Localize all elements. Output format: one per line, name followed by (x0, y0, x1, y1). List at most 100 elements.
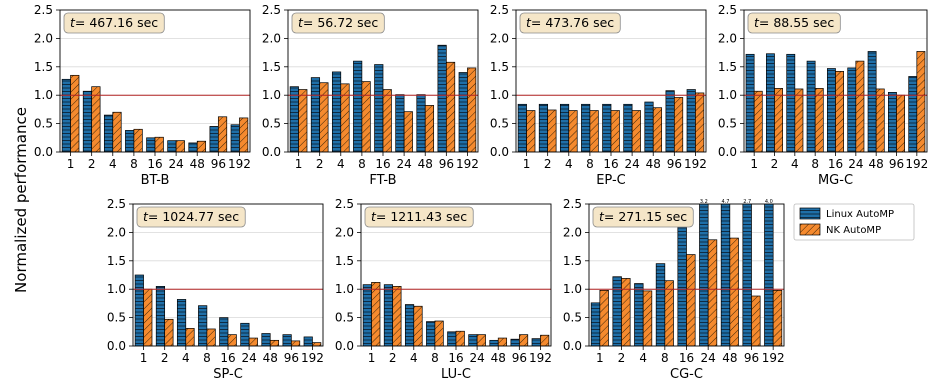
x-tick-label: 1 (750, 157, 758, 171)
y-tick-label: 0.5 (718, 117, 737, 131)
bar-nk-1 (70, 74, 80, 152)
x-tick-label: 192 (456, 157, 479, 171)
plot-frame (588, 203, 785, 347)
bar-nk-4 (642, 290, 653, 346)
bar-nk-8 (664, 280, 674, 346)
bar-linux-96 (437, 44, 447, 152)
y-tick-label: 2.5 (107, 197, 126, 211)
x-tick-label: 96 (667, 157, 682, 171)
x-tick-label: 24 (848, 157, 863, 171)
x-tick-label: 8 (661, 351, 669, 365)
subplot-label: SP-C (213, 367, 243, 382)
subplot-label: MG-C (818, 173, 853, 188)
x-tick-label: 8 (586, 157, 594, 171)
legend-label-nk: NK AutoMP (826, 225, 881, 236)
time-value: = 1024.77 sec (148, 209, 239, 224)
bars (134, 274, 322, 346)
x-tick-label: 96 (889, 157, 904, 171)
bar-linux-2 (766, 53, 775, 152)
x-tick-label: 192 (684, 157, 707, 171)
x-tick-label: 48 (869, 157, 884, 171)
x-tick-label: 2 (544, 157, 552, 171)
bar-linux-96 (510, 338, 520, 346)
x-tick-label: 4 (410, 351, 418, 365)
x-tick-label: 192 (529, 351, 552, 365)
bar-nk-8 (206, 328, 216, 346)
time-annotation-text: t= 467.16 sec (70, 15, 158, 30)
subplot-label: CG-C (670, 367, 703, 382)
bar-nk-8 (434, 320, 444, 346)
y-tick-label: 2.5 (34, 3, 53, 17)
subplot-cg-c: 0.00.51.01.52.02.51 2 4 8 16 243.2484.7962.71… (563, 197, 785, 382)
y-tick-label: 0.0 (34, 145, 53, 159)
x-tick-label: 2 (618, 351, 626, 365)
bar-linux-4 (634, 283, 644, 346)
bars (745, 51, 926, 152)
y-tick-label: 2.0 (718, 31, 737, 45)
x-tick-label: 2 (771, 157, 779, 171)
y-tick-label: 1.0 (490, 88, 509, 102)
time-annotation: t= 1024.77 sec (136, 206, 246, 228)
time-annotation-text: t= 473.76 sec (526, 15, 614, 30)
time-annotation: t= 271.15 sec (592, 206, 694, 228)
time-value: = 1211.43 sec (376, 209, 467, 224)
x-tick-label: 8 (358, 157, 366, 171)
y-tick-label: 2.0 (335, 225, 354, 239)
plot-frame (132, 203, 324, 347)
y-tick-label: 0.5 (490, 117, 509, 131)
bar-nk-48 (652, 107, 663, 152)
bar-linux-192 (686, 89, 696, 152)
time-symbol: t (143, 209, 149, 224)
y-tick-label: 2.5 (563, 197, 582, 211)
y-tick-label: 2.5 (335, 197, 354, 211)
y-tick-label: 0.0 (718, 145, 737, 159)
bar-nk-96 (217, 116, 228, 152)
time-value: = 88.55 sec (759, 15, 834, 30)
x-tick-label: 24 (469, 351, 484, 365)
bar-nk-1 (371, 282, 381, 346)
y-tick-label: 0.5 (335, 311, 354, 325)
time-annotation-box (136, 206, 246, 228)
bar-nk-2 (164, 318, 174, 346)
time-annotation-text: t= 88.55 sec (754, 15, 834, 30)
y-tick-label: 1.0 (563, 282, 582, 296)
bar-nk-24 (476, 334, 486, 346)
x-tick-label: 48 (646, 157, 661, 171)
y-tick-label: 2.0 (563, 225, 582, 239)
x-tick-label: 96 (439, 157, 454, 171)
time-symbol: t (70, 15, 76, 30)
x-tick-label: 1 (596, 351, 604, 365)
bar-linux-8 (426, 321, 436, 346)
y-tick-label: 2.0 (107, 225, 126, 239)
y-tick-label: 2.0 (34, 31, 53, 45)
time-value: = 467.16 sec (75, 15, 158, 30)
y-tick-label: 2.0 (262, 31, 281, 45)
y-tick-label: 1.5 (34, 60, 53, 74)
legend-box (793, 203, 915, 241)
plot-frame (360, 203, 552, 347)
x-tick-label: 2 (88, 157, 96, 171)
x-tick-label: 24 (701, 351, 716, 365)
bar-linux-16 (374, 64, 384, 152)
bar-linux-192 (908, 76, 918, 152)
x-tick-label: 48 (418, 157, 433, 171)
bar-linux-4 (404, 304, 415, 346)
bar-linux-48 (489, 339, 499, 346)
bar-linux-4 (103, 114, 114, 152)
bar-nk-192 (540, 334, 550, 346)
bar-linux-16 (602, 103, 612, 152)
bar-linux-48 (720, 204, 731, 346)
time-annotation-text: t= 271.15 sec (599, 209, 687, 224)
bar-linux-2 (383, 284, 394, 346)
bar-nk-192 (916, 51, 926, 152)
time-annotation-box (519, 12, 621, 34)
x-tick-label: 2 (389, 351, 397, 365)
bar-nk-48 (424, 105, 435, 152)
x-tick-label: 8 (130, 157, 138, 171)
bar-linux-48 (644, 101, 654, 152)
overflow-value-label: 2.7 (743, 199, 751, 205)
time-symbol: t (754, 15, 760, 30)
